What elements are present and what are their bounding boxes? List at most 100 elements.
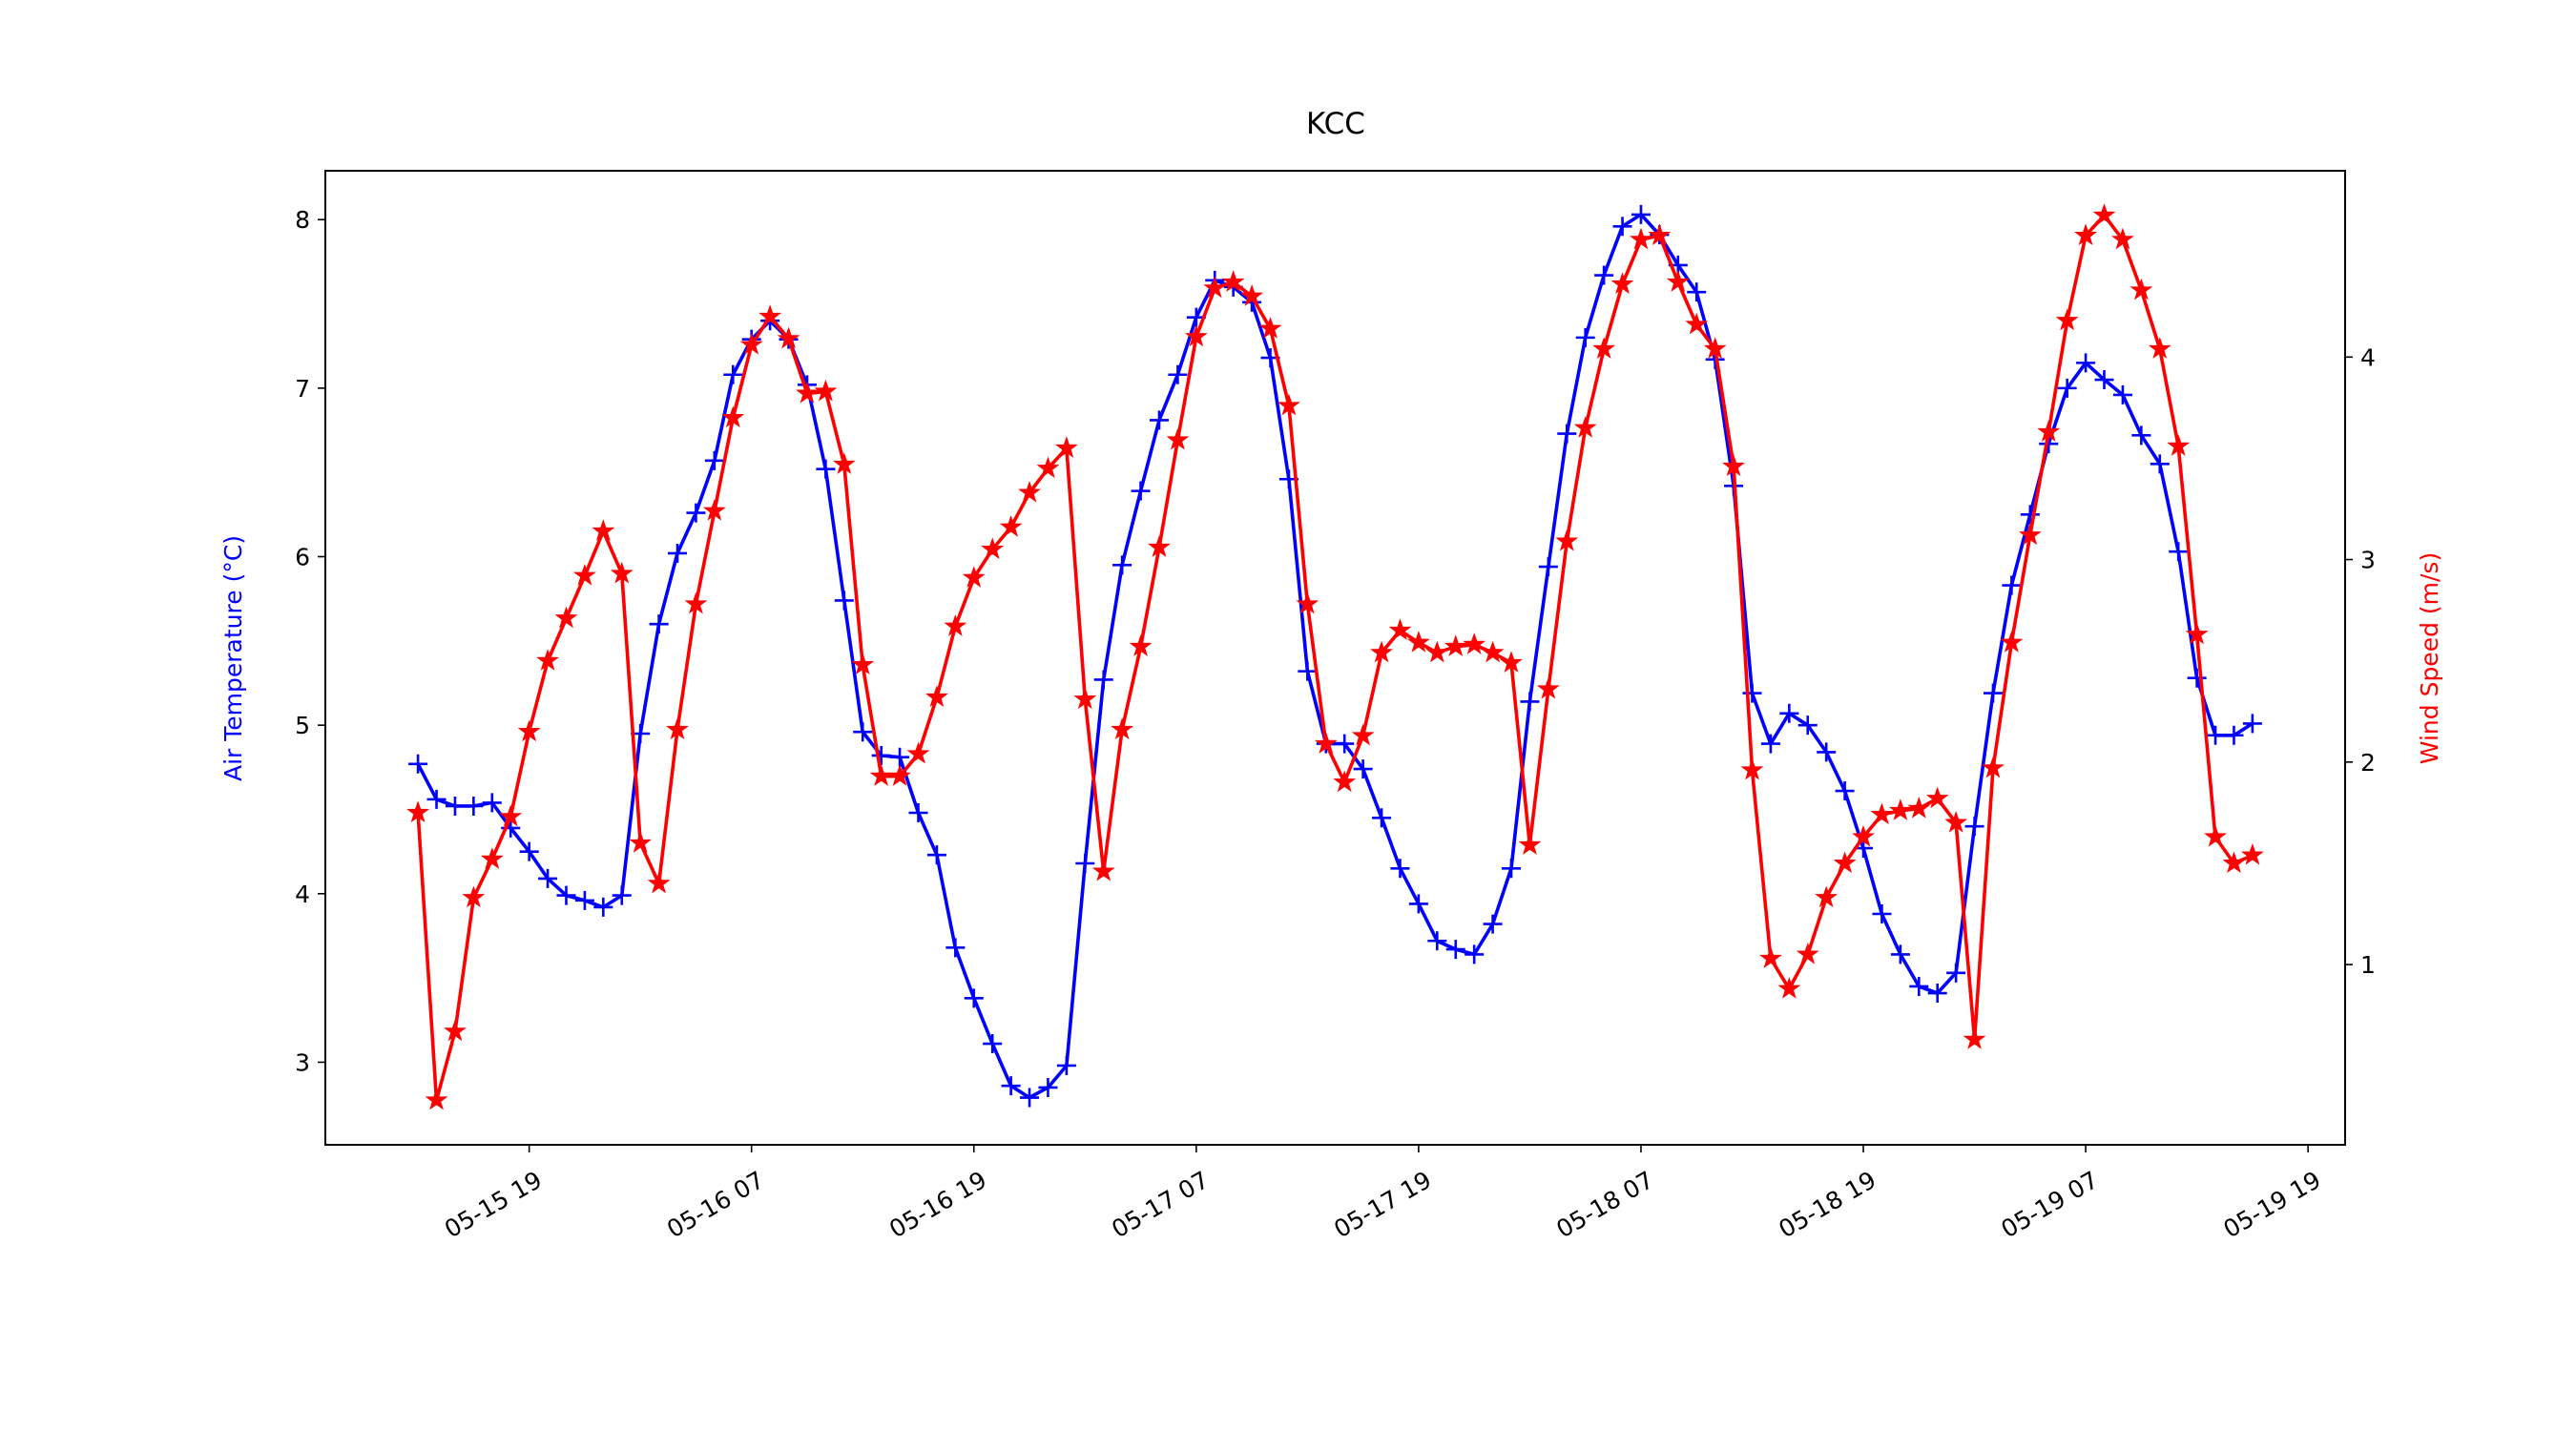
plus-marker <box>426 789 447 809</box>
y2-axis-label: Wind Speed (m/s) <box>2416 552 2443 764</box>
plus-marker <box>649 614 669 634</box>
y-tick-label: 6 <box>295 544 310 571</box>
plus-marker <box>1760 734 1780 754</box>
plus-marker <box>1575 327 1595 347</box>
star-marker <box>1036 456 1060 479</box>
plus-marker <box>1335 734 1355 754</box>
star-marker <box>1833 851 1857 874</box>
y2-tick-label: 1 <box>2360 951 2376 979</box>
plus-marker <box>834 591 854 611</box>
plus-marker <box>574 890 594 910</box>
plus-marker <box>983 1034 1003 1054</box>
star-marker <box>906 741 930 764</box>
plus-marker <box>964 988 984 1008</box>
star-marker <box>1925 786 1949 809</box>
star-marker <box>739 332 763 355</box>
star-marker <box>1370 640 1393 663</box>
star-marker <box>1555 529 1579 551</box>
star-marker <box>1777 977 1801 999</box>
plus-marker <box>668 543 688 563</box>
plus-marker <box>908 803 928 823</box>
plus-marker <box>538 868 558 888</box>
plus-marker <box>1817 742 1837 762</box>
star-marker <box>1815 885 1839 908</box>
star-marker <box>1425 640 1449 663</box>
star-marker <box>1963 1027 1986 1049</box>
star-marker <box>1054 436 1078 458</box>
plus-marker <box>1983 683 2003 703</box>
plus-marker <box>2020 505 2040 525</box>
plus-marker <box>1502 859 1522 879</box>
star-marker <box>851 653 875 675</box>
star-marker <box>888 764 911 786</box>
star-marker <box>999 515 1023 537</box>
plus-marker <box>1075 854 1095 874</box>
star-marker <box>684 591 708 614</box>
star-marker <box>777 326 800 349</box>
y2-tick-label: 4 <box>2360 343 2376 371</box>
star-marker <box>2055 308 2079 331</box>
y-axis-label: Air Temperature (°C) <box>219 535 247 781</box>
star-marker <box>1796 942 1819 964</box>
plus-marker <box>1149 410 1169 430</box>
plus-marker <box>1483 914 1503 934</box>
star-marker <box>944 614 967 636</box>
plus-marker <box>723 364 743 384</box>
star-marker <box>1314 732 1338 754</box>
star-marker <box>2204 824 2227 847</box>
series-line <box>416 213 2254 1103</box>
star-marker <box>1982 756 2005 778</box>
star-marker <box>647 871 671 894</box>
plus-marker <box>2206 725 2226 745</box>
star-marker <box>1536 676 1560 699</box>
plus-marker <box>2187 668 2207 688</box>
star-marker <box>1666 270 1690 292</box>
star-marker <box>981 537 1005 560</box>
star-marker <box>1481 640 1505 663</box>
plus-marker <box>1465 944 1485 964</box>
plus-marker <box>1020 1088 1040 1108</box>
star-marker <box>721 405 745 428</box>
star-marker <box>2167 434 2191 456</box>
star-marker <box>1073 687 1097 710</box>
star-marker <box>1870 802 1894 825</box>
star-marker <box>536 649 559 671</box>
star-marker <box>406 800 430 823</box>
plus-marker <box>1001 1076 1021 1096</box>
plus-marker <box>1427 931 1447 951</box>
star-marker <box>962 566 986 588</box>
plus-marker <box>2169 542 2189 562</box>
star-marker <box>1630 227 1652 250</box>
plus-marker <box>1372 808 1392 828</box>
star-marker <box>925 685 948 708</box>
star-marker <box>1888 798 1912 820</box>
star-marker <box>758 304 782 326</box>
plus-marker <box>1112 555 1132 575</box>
plus-marker <box>1890 944 1910 964</box>
star-marker <box>2000 631 2024 653</box>
plus-marker <box>1779 703 1799 723</box>
star-marker <box>1258 317 1282 339</box>
chart-title: KCC <box>1306 107 1365 141</box>
plus-marker <box>1520 692 1540 712</box>
star-marker <box>1703 337 1727 359</box>
star-marker <box>1148 535 1171 557</box>
plus-marker <box>1168 364 1188 384</box>
plus-marker <box>1353 759 1373 779</box>
star-marker <box>1759 946 1782 968</box>
star-marker <box>1111 717 1134 740</box>
star-marker <box>1221 270 1245 292</box>
star-marker <box>1091 859 1115 881</box>
star-marker <box>1018 480 1041 503</box>
star-marker <box>2074 223 2098 246</box>
star-marker <box>2240 842 2264 865</box>
star-marker <box>1351 723 1375 746</box>
star-marker <box>1944 810 1968 833</box>
plus-marker <box>704 450 724 470</box>
star-marker <box>796 381 819 404</box>
plus-marker <box>2150 454 2170 474</box>
star-marker <box>2185 622 2209 645</box>
plus-marker <box>2131 425 2151 446</box>
